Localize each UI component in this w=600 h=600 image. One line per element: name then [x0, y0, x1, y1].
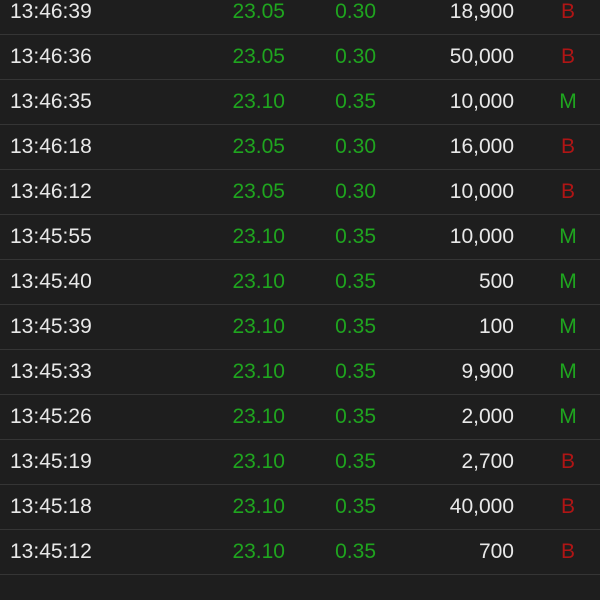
trade-price: 23.05	[232, 45, 285, 68]
trade-side-flag: M	[559, 225, 577, 248]
trade-time: 13:45:18	[10, 495, 92, 518]
trade-volume: 18,900	[449, 0, 514, 23]
trade-change: 0.35	[335, 495, 376, 518]
trade-time: 13:46:36	[10, 45, 92, 68]
trade-change: 0.30	[335, 0, 376, 23]
trade-time: 13:46:12	[10, 180, 92, 203]
trade-change: 0.30	[335, 45, 376, 68]
trade-time: 13:45:12	[10, 540, 92, 563]
trade-row: 13:46:18 23.05 0.30 16,000 B	[0, 125, 600, 170]
trade-volume: 40,000	[449, 495, 514, 518]
trade-change: 0.35	[335, 360, 376, 383]
trade-time: 13:46:18	[10, 135, 92, 158]
trade-side-flag: M	[559, 90, 577, 113]
trade-change: 0.30	[335, 180, 376, 203]
trade-row: 13:45:33 23.10 0.35 9,900 M	[0, 350, 600, 395]
trade-row: 13:45:12 23.10 0.35 700 B	[0, 530, 600, 575]
trade-change: 0.35	[335, 270, 376, 293]
trade-side-flag: B	[560, 495, 575, 518]
trade-side-flag: B	[560, 135, 575, 158]
trade-price: 23.05	[232, 0, 285, 23]
trade-row: 13:45:18 23.10 0.35 40,000 B	[0, 485, 600, 530]
trade-volume: 2,000	[461, 405, 514, 428]
trade-volume: 10,000	[449, 180, 514, 203]
trade-volume: 50,000	[449, 45, 514, 68]
trade-time: 13:45:39	[10, 315, 92, 338]
trade-side-flag: M	[559, 360, 577, 383]
trade-volume: 100	[478, 315, 514, 338]
trade-time: 13:45:33	[10, 360, 92, 383]
trade-row: 13:45:40 23.10 0.35 500 M	[0, 260, 600, 305]
trade-price: 23.10	[232, 90, 285, 113]
trade-price: 23.10	[232, 405, 285, 428]
trade-volume: 700	[478, 540, 514, 563]
trade-time: 13:45:19	[10, 450, 92, 473]
trade-row: 13:46:12 23.05 0.30 10,000 B	[0, 170, 600, 215]
trade-price: 23.10	[232, 225, 285, 248]
trade-side-flag: M	[559, 270, 577, 293]
trade-side-flag: B	[560, 450, 575, 473]
trade-row: 13:46:39 23.05 0.30 18,900 B	[0, 0, 600, 35]
trade-volume: 500	[478, 270, 514, 293]
trade-row: 13:46:35 23.10 0.35 10,000 M	[0, 80, 600, 125]
trade-volume: 2,700	[461, 450, 514, 473]
trade-volume: 10,000	[449, 90, 514, 113]
trade-side-flag: M	[559, 405, 577, 428]
trade-change: 0.35	[335, 405, 376, 428]
trade-side-flag: B	[560, 0, 575, 23]
trade-price: 23.05	[232, 135, 285, 158]
trade-time: 13:46:39	[10, 0, 92, 23]
trade-price: 23.10	[232, 495, 285, 518]
trade-side-flag: B	[560, 540, 575, 563]
trade-price: 23.05	[232, 180, 285, 203]
trade-change: 0.35	[335, 90, 376, 113]
trade-time: 13:45:40	[10, 270, 92, 293]
trade-change: 0.35	[335, 315, 376, 338]
trade-row: 13:45:39 23.10 0.35 100 M	[0, 305, 600, 350]
trade-time: 13:45:26	[10, 405, 92, 428]
trade-time: 13:46:35	[10, 90, 92, 113]
trade-side-flag: M	[559, 315, 577, 338]
trade-price: 23.10	[232, 540, 285, 563]
trade-price: 23.10	[232, 270, 285, 293]
trade-row: 13:45:55 23.10 0.35 10,000 M	[0, 215, 600, 260]
trade-row: 13:45:19 23.10 0.35 2,700 B	[0, 440, 600, 485]
trade-list[interactable]: 13:46:39 23.05 0.30 18,900 B 13:46:36 23.05 0.3…	[0, 0, 600, 575]
trade-price: 23.10	[232, 315, 285, 338]
trade-price: 23.10	[232, 360, 285, 383]
trade-price: 23.10	[232, 450, 285, 473]
trade-change: 0.35	[335, 540, 376, 563]
trade-row: 13:46:36 23.05 0.30 50,000 B	[0, 35, 600, 80]
trade-volume: 9,900	[461, 360, 514, 383]
trade-change: 0.35	[335, 450, 376, 473]
trade-time: 13:45:55	[10, 225, 92, 248]
trade-volume: 10,000	[449, 225, 514, 248]
trade-change: 0.35	[335, 225, 376, 248]
trade-side-flag: B	[560, 180, 575, 203]
trade-side-flag: B	[560, 45, 575, 68]
trade-row: 13:45:26 23.10 0.35 2,000 M	[0, 395, 600, 440]
trade-change: 0.30	[335, 135, 376, 158]
trade-volume: 16,000	[449, 135, 514, 158]
